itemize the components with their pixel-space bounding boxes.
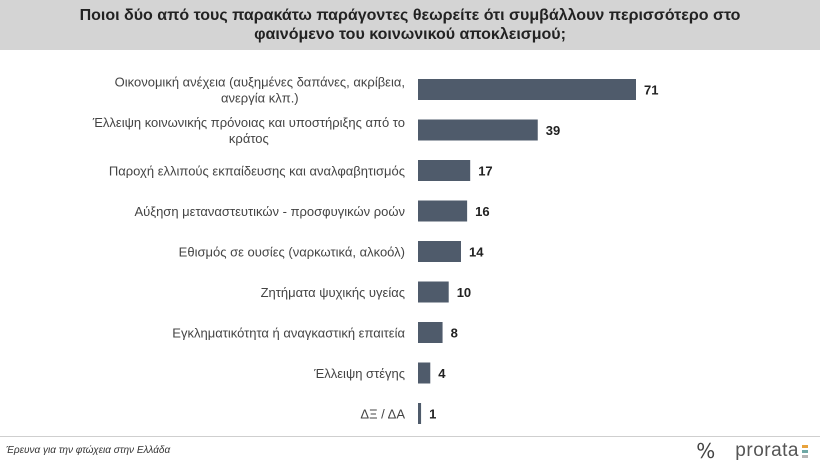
bar-3 (418, 160, 471, 181)
category-label-4: Αύξηση μεταναστευτικών - προσφυγικών ροώ… (134, 204, 405, 219)
category-label-6: Ζητήματα ψυχικής υγείας (261, 285, 405, 300)
value-label-4: 16 (475, 204, 489, 219)
category-label-2: Έλλειψη κοινωνικής πρόνοιας και υποστήρι… (92, 115, 405, 146)
value-label-7: 8 (451, 326, 458, 341)
value-label-1: 71 (644, 83, 658, 98)
prorata-logo: % prorata (696, 439, 808, 463)
bar-6 (418, 281, 449, 303)
value-label-8: 4 (438, 366, 446, 381)
category-label-8: Έλλειψη στέγης (313, 366, 405, 381)
value-label-2: 39 (546, 123, 560, 138)
category-label-1: Οικονομική ανέχεια (αυξημένες δαπάνες, α… (115, 75, 405, 106)
logo-wordmark: prorata (735, 440, 799, 461)
bar-2 (418, 119, 538, 141)
chart-header: Ποιοι δύο από τους παρακάτω παράγοντες θ… (0, 0, 820, 50)
category-label-9: ΔΞ / ΔΑ (360, 407, 405, 422)
bar-5 (418, 241, 461, 262)
category-label-5: Εθισμός σε ουσίες (ναρκωτικά, αλκοόλ) (179, 245, 405, 260)
value-label-3: 17 (478, 164, 492, 179)
footer-divider (0, 436, 820, 437)
category-label-7: Εγκληματικότητα ή αναγκαστική επαιτεία (172, 326, 405, 341)
value-label-5: 14 (469, 245, 484, 260)
value-label-9: 1 (429, 407, 436, 422)
logo-bars-icon (802, 444, 808, 459)
chart-title: Ποιοι δύο από τους παρακάτω παράγοντες θ… (79, 7, 741, 43)
category-label-3: Παροχή ελλιπούς εκπαίδευσης και αναλφαβη… (109, 164, 405, 179)
bars-layer: 71 Οικονομική ανέχεια (αυξημένες δαπάνες,… (92, 75, 658, 424)
value-label-6: 10 (457, 285, 471, 300)
bar-8 (418, 362, 431, 384)
bar-9 (418, 403, 422, 424)
percent-icon: % (696, 439, 716, 463)
bar-4 (418, 200, 468, 222)
bar-1 (418, 79, 636, 100)
bar-chart: 71 Οικονομική ανέχεια (αυξημένες δαπάνες,… (92, 75, 658, 424)
footer-source: Έρευνα για την φτώχεια στην Ελλάδα (6, 445, 171, 456)
bar-7 (418, 322, 443, 343)
